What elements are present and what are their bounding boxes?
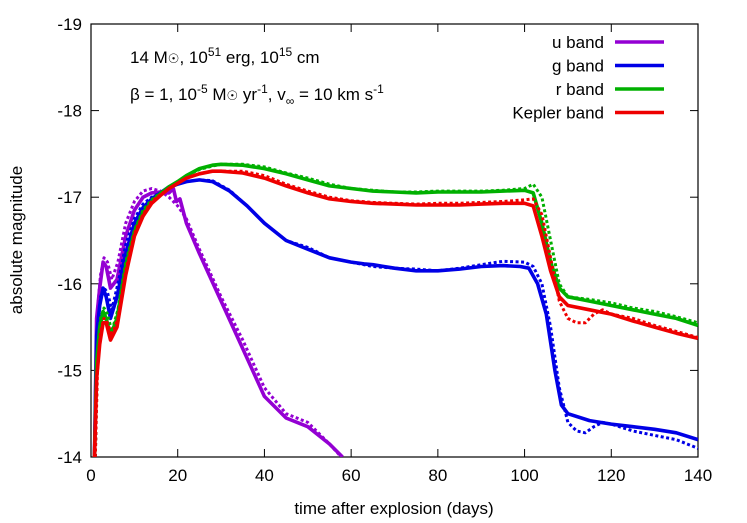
legend: u band g band r band Kepler band [512,33,664,123]
ann-yr-exp: -1 [257,82,268,96]
series-kepler-band-solid [92,169,698,457]
sun-symbol-icon: ☉ [168,51,180,66]
legend-label-g-band: g band [552,57,604,76]
x-axis-title: time after explosion (days) [294,499,493,518]
ann-energy-exp: 51 [208,45,222,59]
ann-s-exp: -1 [373,82,384,96]
ann-mdot-unit: yr [238,85,257,104]
y-tick-label: -18 [57,102,82,121]
y-tick-label: -14 [57,448,82,467]
axis-ticks: 0 20 40 60 80 100 120 140 -19 -18 -17 -16 -15 -14 [57,15,712,485]
annotation-line-2: β = 1, 10-5 M☉ yr-1, v∞ = 10 km s-1 [130,82,384,108]
ann-energy-post: erg, 10 [221,48,279,67]
ann-mdot-exp: -5 [197,82,208,96]
ann-radius-post: cm [292,48,319,67]
legend-label-u-band: u band [552,33,604,52]
ann-mdot-mid: M [208,85,227,104]
y-tick-label: -19 [57,15,82,34]
ann-vinf: , v [268,85,286,104]
y-axis-title: absolute magnitude [7,166,26,314]
ann-vinf-post: = 10 km s [294,85,373,104]
ann-vinf-sub: ∞ [286,94,295,108]
x-tick-label: 120 [597,466,625,485]
x-tick-label: 60 [342,466,361,485]
annotation-line-1: 14 M☉, 1051 erg, 1015 cm [130,45,320,67]
series-u-band-solid [92,186,344,457]
x-tick-label: 0 [86,466,95,485]
ann-energy-pre: , 10 [179,48,207,67]
series-layer [92,162,698,457]
x-tick-label: 20 [168,466,187,485]
ann-beta: β = 1, 10 [130,85,197,104]
ann-radius-exp: 15 [279,45,293,59]
x-tick-label: 100 [510,466,538,485]
plot-frame [90,23,699,458]
x-tick-label: 140 [684,466,712,485]
y-tick-label: -15 [57,361,82,380]
sun-symbol-icon: ☉ [227,88,239,103]
y-tick-label: -17 [57,188,82,207]
legend-label-kepler-band: Kepler band [512,104,604,123]
series-g-band-solid [92,178,698,457]
y-tick-label: -16 [57,275,82,294]
legend-label-r-band: r band [556,80,604,99]
series-r-band-solid [92,162,698,457]
ann-mass: 14 M [130,48,168,67]
x-tick-label: 80 [428,466,447,485]
x-tick-label: 40 [255,466,274,485]
